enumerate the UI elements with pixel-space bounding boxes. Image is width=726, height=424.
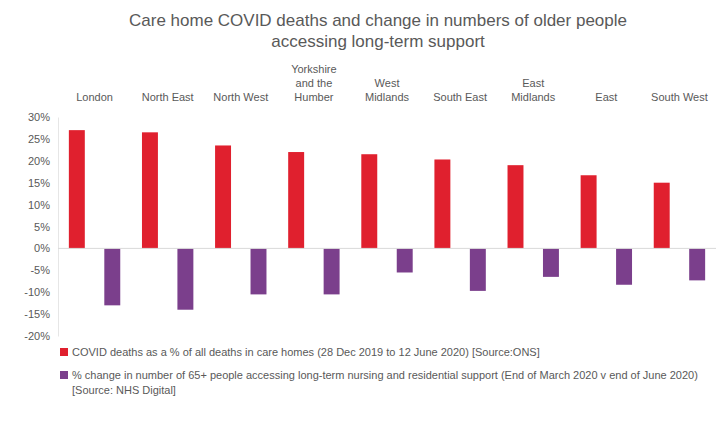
bar — [288, 152, 304, 248]
x-tick: WestMidlands — [365, 77, 410, 103]
legend-label: % change in number of 65+ people accessi… — [72, 369, 698, 396]
y-tick-label: -20% — [24, 330, 50, 342]
x-axis: London North East North West Yorkshireand t… — [76, 63, 708, 103]
x-tick: East — [595, 91, 617, 103]
title: Care home COVID deaths and change in num… — [129, 11, 627, 51]
bar — [470, 248, 486, 290]
x-tick-label: East — [595, 91, 617, 103]
x-tick-label: North West — [213, 91, 268, 103]
bar — [142, 132, 158, 248]
y-tick: 0% — [34, 242, 58, 254]
zero-line — [58, 248, 716, 249]
chart: Care home COVID deaths and change in num… — [0, 0, 726, 424]
y-tick: 30% — [28, 111, 58, 123]
y-tick-label: 25% — [28, 133, 50, 145]
bar — [434, 159, 450, 248]
x-tick-label: South West — [651, 91, 708, 103]
bar — [324, 248, 340, 294]
series — [69, 130, 670, 248]
bar — [508, 165, 524, 248]
bar — [251, 248, 267, 294]
bar — [177, 248, 193, 309]
legend-swatch — [60, 371, 68, 379]
y-tick-label: 20% — [28, 155, 50, 167]
x-tick-label: South East — [433, 91, 487, 103]
x-tick: London — [76, 91, 113, 103]
y-tick-label: -15% — [24, 308, 50, 320]
x-tick: South East — [433, 91, 487, 103]
x-tick: North West — [213, 91, 268, 103]
bar — [397, 248, 413, 272]
x-tick-label: WestMidlands — [365, 77, 410, 103]
bar — [616, 248, 632, 284]
bar — [581, 175, 597, 248]
bar — [543, 248, 559, 276]
y-tick: -10% — [24, 286, 58, 298]
y-tick-label: 0% — [34, 242, 50, 254]
bar — [104, 248, 120, 305]
legend-swatch — [60, 348, 68, 356]
y-tick-label: 15% — [28, 177, 50, 189]
bar — [69, 130, 85, 248]
y-tick: 25% — [28, 133, 58, 145]
y-tick: -15% — [24, 308, 58, 320]
y-tick: -5% — [30, 264, 58, 276]
x-tick-label: North East — [142, 91, 194, 103]
bar — [215, 145, 231, 248]
y-tick-label: 5% — [34, 221, 50, 233]
x-tick-label: EastMidlands — [511, 77, 556, 103]
y-tick: 5% — [34, 221, 58, 233]
y-tick-label: -10% — [24, 286, 50, 298]
x-tick-label: London — [76, 91, 113, 103]
y-tick-label: 10% — [28, 199, 50, 211]
bars — [69, 130, 705, 310]
x-tick-label: Yorkshireand theHumber — [291, 63, 336, 103]
legend-label: COVID deaths as a % of all deaths in car… — [72, 346, 540, 358]
x-tick: North East — [142, 91, 194, 103]
y-axis: -20% -15% -10% -5% 0% 5% 10% 15% 20% 25% 30% — [24, 111, 58, 342]
y-tick: 20% — [28, 155, 58, 167]
y-tick: 15% — [28, 177, 58, 189]
bar — [689, 248, 705, 280]
x-tick: EastMidlands — [511, 77, 556, 103]
y-tick: 10% — [28, 199, 58, 211]
legend: COVID deaths as a % of all deaths in car… — [60, 346, 698, 396]
series — [104, 248, 705, 309]
x-tick: South West — [651, 91, 708, 103]
y-tick: -20% — [24, 330, 58, 342]
y-tick-label: -5% — [30, 264, 50, 276]
x-tick: Yorkshireand theHumber — [291, 63, 336, 103]
y-tick-label: 30% — [28, 111, 50, 123]
bar — [361, 154, 377, 248]
bar — [654, 183, 670, 249]
y-axis-line — [58, 118, 59, 337]
